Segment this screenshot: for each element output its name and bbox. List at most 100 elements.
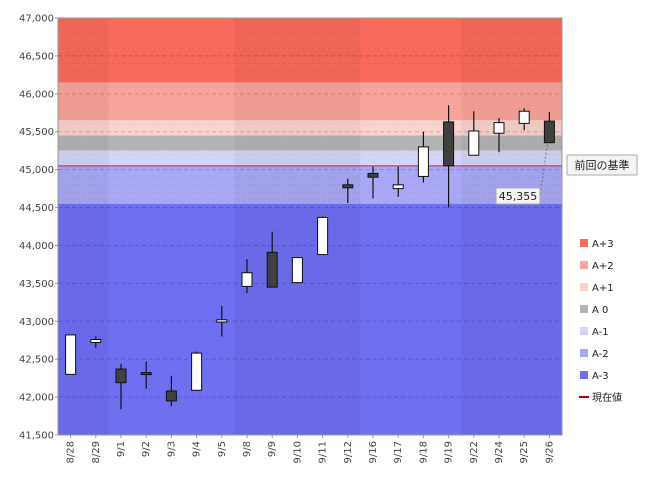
x-tick-label: 9/16 [368, 441, 379, 463]
candle [165, 375, 177, 407]
candle [216, 306, 228, 337]
zone-bands [58, 18, 562, 435]
legend-label: A-2 [592, 349, 609, 360]
candle-body [443, 121, 455, 167]
legend-label: A 0 [592, 305, 608, 316]
candle [266, 231, 278, 288]
candle-body [266, 251, 278, 288]
candle-body [165, 390, 177, 402]
legend-swatch [580, 349, 588, 357]
legend-label: A+3 [592, 239, 614, 250]
x-tick-label: 9/18 [418, 441, 429, 463]
y-tick-label: 45,000 [19, 165, 54, 176]
candle-body [216, 319, 228, 323]
legend-swatch [580, 283, 588, 291]
reference-label: 前回の基準 [575, 158, 630, 172]
candle [140, 361, 152, 389]
week-shading [58, 18, 562, 435]
x-tick-label: 9/5 [217, 441, 228, 457]
legend-label: 現在値 [592, 391, 622, 404]
candle-body [140, 372, 152, 376]
legend-swatch [580, 305, 588, 313]
legend-label: A+2 [592, 261, 614, 272]
y-axis: 41,500 42,000 42,500 43,000 43,500 44,000 44,5… [19, 14, 58, 442]
candle [392, 166, 404, 197]
week-shade [234, 18, 361, 435]
candle-body [317, 216, 329, 256]
candle [417, 131, 429, 183]
candle-body [115, 368, 127, 384]
zone-band [58, 150, 562, 166]
candle-body [543, 120, 555, 144]
candle [291, 257, 303, 284]
legend-swatch [580, 327, 588, 335]
candle-body [65, 334, 77, 375]
callouts: 45,355 前回の基準 [495, 144, 638, 205]
current-value-box [495, 187, 541, 205]
zone-band [58, 165, 562, 204]
x-tick-label: 9/22 [469, 441, 480, 463]
legend-label: A-1 [592, 327, 609, 338]
y-tick-label: 44,000 [19, 241, 54, 252]
candles [65, 105, 555, 410]
candle [241, 259, 253, 294]
candle [191, 351, 203, 391]
x-tick-label: 9/24 [494, 441, 505, 463]
candle-body [342, 184, 354, 189]
x-tick-label: 9/25 [519, 441, 530, 463]
candle-body [493, 122, 505, 134]
candle-body [468, 130, 480, 156]
x-tick-label: 8/28 [66, 441, 77, 463]
candle-body [191, 352, 203, 391]
candle-body [291, 257, 303, 284]
current-value-leader [539, 144, 548, 197]
candle-body [518, 110, 530, 124]
x-axis: 8/28 8/29 9/1 9/2 9/3 9/4 9/5 9/8 9/9 9/10 9/11 9/1… [66, 435, 555, 463]
candle-body [417, 146, 429, 177]
candle [65, 334, 77, 375]
x-tick-label: 9/1 [116, 441, 127, 457]
candle [90, 336, 102, 348]
candle [317, 216, 329, 256]
y-tick-label: 41,500 [19, 431, 54, 442]
candle-body [392, 184, 404, 190]
candle [342, 178, 354, 203]
x-tick-label: 9/8 [242, 441, 253, 457]
candle [367, 166, 379, 199]
x-tick-label: 9/26 [544, 441, 555, 463]
candle [115, 363, 127, 410]
candle-body [90, 338, 102, 344]
x-tick-label: 9/19 [444, 441, 455, 463]
zone-band [58, 203, 562, 435]
x-tick-label: 9/11 [318, 441, 329, 463]
grid-lines [57, 17, 563, 436]
candle-body [367, 172, 379, 178]
x-tick-label: 9/12 [343, 441, 354, 463]
reference-label-box [566, 154, 638, 176]
legend-swatch [580, 261, 588, 269]
legend-swatch [580, 239, 588, 247]
y-tick-label: 42,000 [19, 393, 54, 404]
legend-swatch [580, 371, 588, 379]
plot-border [57, 17, 563, 436]
week-shade [461, 18, 562, 435]
zone-band [58, 18, 562, 83]
y-tick-label: 44,500 [19, 203, 54, 214]
zone-band [58, 120, 562, 136]
legend-label: A-3 [592, 371, 609, 382]
y-tick-label: 47,000 [19, 14, 54, 25]
candle [468, 111, 480, 156]
candle-body [241, 272, 253, 287]
zone-band [58, 135, 562, 151]
legend: A+3 A+2 A+1 A 0 A-1 A-2 A-3 現在値 [579, 239, 622, 404]
candle [443, 105, 455, 208]
x-tick-label: 9/3 [166, 441, 177, 457]
x-tick-label: 9/17 [393, 441, 404, 463]
x-tick-label: 9/9 [267, 441, 278, 457]
y-tick-label: 43,500 [19, 279, 54, 290]
y-tick-label: 46,500 [19, 51, 54, 62]
legend-label: A+1 [592, 283, 614, 294]
x-tick-label: 8/29 [91, 441, 102, 463]
x-tick-label: 9/2 [141, 441, 152, 457]
